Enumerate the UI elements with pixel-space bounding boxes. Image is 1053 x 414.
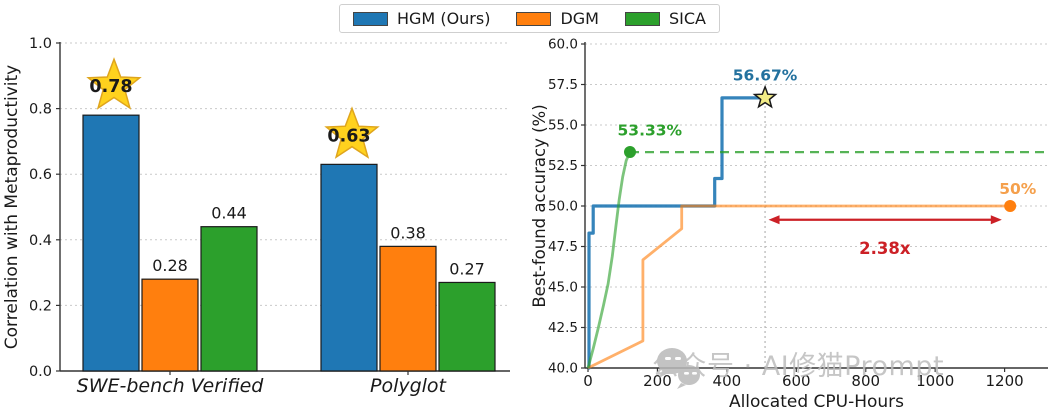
x-tick-label: 400 [713, 372, 742, 390]
right-line-chart: 40.0 42.5 45.0 47.5 50.0 52.5 55.0 57.5 60.0 0 200… [530, 37, 1048, 412]
y-tick-label: 57.5 [548, 77, 578, 93]
end-marker-dot-DGM [1004, 200, 1017, 212]
bar-DGM-Polyglot [379, 245, 437, 372]
end-marker-star-HGM (Ours) [752, 84, 778, 109]
x-axis-title: Allocated CPU-Hours [729, 392, 904, 412]
y-tick-label: 0.0 [29, 364, 52, 380]
wechat-logo-icon [657, 348, 700, 389]
x-tick-label: 200 [643, 372, 672, 390]
annotation-53.33%: 53.33% [618, 122, 683, 140]
legend-item-dgm: DGM [516, 9, 599, 28]
arrowhead-right [990, 215, 1002, 225]
legend-item-sica: SICA [624, 9, 706, 28]
bar-value-label: 0.27 [449, 259, 485, 278]
star-highlight [86, 57, 142, 110]
y-tick-label: 60.0 [548, 37, 578, 53]
star-highlight [324, 106, 380, 159]
legend-swatch-hgm [353, 11, 388, 26]
watermark: 公众号 · AI修猫Prompt [652, 344, 945, 389]
y-tick-label: 0.2 [29, 298, 52, 314]
series-line-DGM [587, 204, 1011, 370]
y-tick-label: 0.4 [29, 233, 52, 249]
x-tick-label: 600 [782, 372, 811, 390]
bar-HGM (Ours)-SWE-bench Verified [82, 114, 140, 372]
y-axis-title: Correlation with Metaproductivity [2, 65, 22, 349]
bar-value-label: 0.38 [390, 223, 426, 242]
x-tick-label: 1000 [916, 372, 954, 390]
chart-legend: HGM (Ours) DGM SICA [339, 4, 720, 33]
x-tick-label: 1200 [986, 372, 1024, 390]
y-tick-label: 1.0 [29, 36, 52, 52]
legend-swatch-sica [624, 11, 660, 26]
y-tick-label: 40.0 [548, 361, 578, 377]
annotation-2.38x: 2.38x [859, 239, 911, 258]
x-tick-label: 800 [851, 372, 880, 390]
category-label: SWE-bench Verified [77, 375, 265, 397]
legend-item-hgm: HGM (Ours) [353, 9, 490, 28]
series-line-SICA [586, 151, 632, 369]
y-tick-label: 50.0 [548, 199, 578, 215]
bar-HGM (Ours)-Polyglot [320, 163, 378, 372]
y-tick-label: 0.6 [29, 167, 52, 183]
legend-label-dgm: DGM [560, 9, 599, 28]
bar-value-label: 0.63 [327, 126, 370, 146]
watermark-text: 公众号 · AI修猫Prompt [652, 351, 945, 382]
x-tick-label: 0 [583, 372, 593, 390]
legend-swatch-dgm [516, 11, 552, 26]
annotation-56.67%: 56.67% [733, 66, 798, 84]
legend-label-sica: SICA [668, 9, 706, 28]
category-label: Polyglot [370, 375, 448, 397]
series-line-HGM (Ours) [587, 96, 766, 370]
y-tick-label: 47.5 [548, 239, 578, 255]
bar-value-label: 0.78 [89, 77, 132, 97]
bar-SICA-Polyglot [438, 281, 496, 372]
bar-DGM-SWE-bench Verified [141, 278, 199, 372]
y-tick-label: 45.0 [548, 280, 578, 296]
y-tick-label: 42.5 [548, 320, 578, 336]
annotation-50%: 50% [999, 180, 1037, 198]
left-bar-chart: 0.0 0.2 0.4 0.6 0.8 1.0 0.78 0.63 0.28 0.38 0.44 0.… [2, 36, 510, 397]
arrowhead-left [768, 215, 780, 225]
bar-value-label: 0.28 [152, 256, 188, 275]
y-tick-label: 55.0 [548, 118, 578, 134]
legend-label-hgm: HGM (Ours) [397, 9, 491, 28]
y-tick-label: 52.5 [548, 158, 578, 174]
end-marker-dot-SICA [624, 146, 637, 159]
bar-value-label: 0.44 [211, 204, 247, 223]
bar-SICA-SWE-bench Verified [200, 226, 258, 372]
y-tick-label: 0.8 [29, 102, 52, 118]
y-axis-title: Best-found accuracy (%) [530, 104, 549, 307]
